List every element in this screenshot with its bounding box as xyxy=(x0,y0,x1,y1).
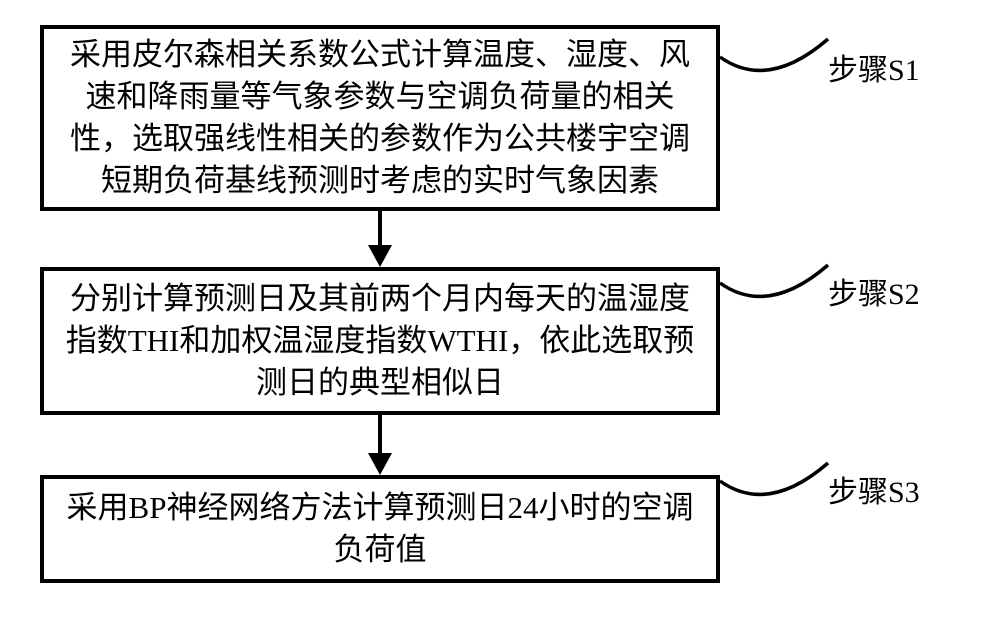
arrow-s2-s3 xyxy=(378,415,382,455)
step-s1-box: 采用皮尔森相关系数公式计算温度、湿度、风速和降雨量等气象参数与空调负荷量的相关性… xyxy=(40,25,720,211)
step-s1-text: 采用皮尔森相关系数公式计算温度、湿度、风速和降雨量等气象参数与空调负荷量的相关性… xyxy=(58,34,702,201)
connector-s2 xyxy=(718,259,832,319)
step-s3-label-text: 步骤S3 xyxy=(828,476,920,509)
step-s1-label: 步骤S1 xyxy=(828,45,920,89)
arrow-s1-s2 xyxy=(378,211,382,247)
step-s2-label: 步骤S2 xyxy=(828,269,920,313)
step-s3-box: 采用BP神经网络方法计算预测日24小时的空调负荷值 xyxy=(40,475,720,583)
arrow-head-s1-s2 xyxy=(368,245,392,267)
step-s2-text: 分别计算预测日及其前两个月内每天的温湿度指数THI和加权温湿度指数WTHI，依此… xyxy=(58,278,702,404)
step-s3-text: 采用BP神经网络方法计算预测日24小时的空调负荷值 xyxy=(58,487,702,571)
step-s2-label-text: 步骤S2 xyxy=(828,278,920,311)
step-s1-label-text: 步骤S1 xyxy=(828,54,920,87)
step-s2-box: 分别计算预测日及其前两个月内每天的温湿度指数THI和加权温湿度指数WTHI，依此… xyxy=(40,267,720,415)
connector-s3 xyxy=(718,457,832,517)
step-s3-label: 步骤S3 xyxy=(828,467,920,511)
connector-s1 xyxy=(718,33,832,93)
arrow-head-s2-s3 xyxy=(368,453,392,475)
